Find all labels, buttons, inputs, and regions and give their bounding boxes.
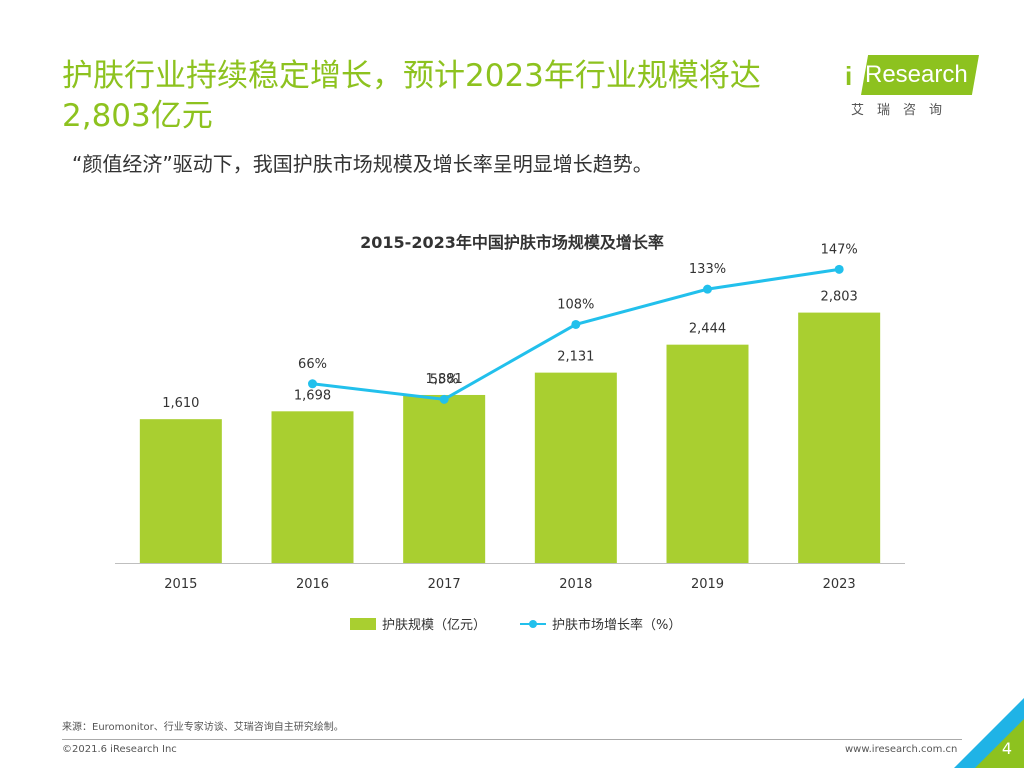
growth-point-2016 <box>308 379 317 389</box>
legend-item-line: 护肤市场增长率（%） <box>520 614 681 633</box>
growth-point-2017 <box>439 394 449 404</box>
growth-label-2018: 108% <box>557 297 594 312</box>
legend-item-bar: 护肤规模（亿元） <box>350 614 486 633</box>
bar-label-2019: 2,444 <box>689 322 726 337</box>
legend-bar-swatch <box>350 617 376 630</box>
x-tick-2016: 2016 <box>296 577 329 592</box>
growth-label-2016: 66% <box>298 357 327 372</box>
legend-line-label: 护肤市场增长率（%） <box>552 618 682 633</box>
copyright: ©2021.6 iResearch Inc <box>62 744 177 755</box>
growth-label-2019: 133% <box>689 262 726 277</box>
bar-label-2018: 2,131 <box>557 350 594 365</box>
growth-label-2023: 147% <box>821 242 858 257</box>
logo-band <box>861 55 979 95</box>
corner-decoration: 4 <box>954 698 1024 768</box>
market-size-chart: 2015-2023年中国护肤市场规模及增长率 1,610 1,698 1,881 2,1… <box>115 233 905 592</box>
growth-point-2019 <box>703 284 712 294</box>
bar-2018 <box>534 372 617 563</box>
chart-title: 2015-2023年中国护肤市场规模及增长率 <box>360 233 664 252</box>
page-subtitle: “颜值经济”驱动下，我国护肤市场规模及增长率呈明显增长趋势。 <box>72 152 653 176</box>
legend-bar-label: 护肤规模（亿元） <box>382 618 487 633</box>
bar-2019 <box>666 344 749 563</box>
x-tick-2018: 2018 <box>559 577 592 592</box>
logo-i-letter: i <box>845 61 853 91</box>
page-number: 4 <box>1001 739 1012 758</box>
chart-legend: 护肤规模（亿元） 护肤市场增长率（%） <box>350 614 681 633</box>
x-tick-2023: 2023 <box>823 577 856 592</box>
x-tick-2019: 2019 <box>691 577 724 592</box>
growth-label-2017: 55% <box>430 372 459 387</box>
bar-2017 <box>403 394 486 563</box>
growth-point-2018 <box>571 319 581 329</box>
website-url: www.iresearch.com.cn <box>845 744 958 755</box>
bar-label-2015: 1,610 <box>162 396 199 411</box>
data-source-note: 来源：Euromonitor、行业专家访谈、艾瑞咨询自主研究绘制。 <box>62 722 344 733</box>
bar-2015 <box>139 419 222 563</box>
footer-divider <box>62 739 962 740</box>
iresearch-logo: i Research 艾瑞咨询 <box>843 55 983 125</box>
bar-2016 <box>271 411 354 563</box>
growth-point-2023 <box>834 264 844 274</box>
bar-label-2023: 2,803 <box>821 290 858 305</box>
logo-chinese-name: 艾瑞咨询 <box>851 103 956 118</box>
x-tick-2017: 2017 <box>428 577 461 592</box>
bar-label-2017: 1,881 <box>426 372 463 387</box>
legend-line-swatch <box>520 618 547 630</box>
bar-2023 <box>798 312 881 563</box>
x-tick-2015: 2015 <box>164 577 197 592</box>
page-title: 护肤行业持续稳定增长，预计2023年行业规模将达2,803亿元 <box>62 58 761 134</box>
logo-wordmark: Research <box>865 61 968 88</box>
bar-label-2016: 1,698 <box>294 388 331 403</box>
